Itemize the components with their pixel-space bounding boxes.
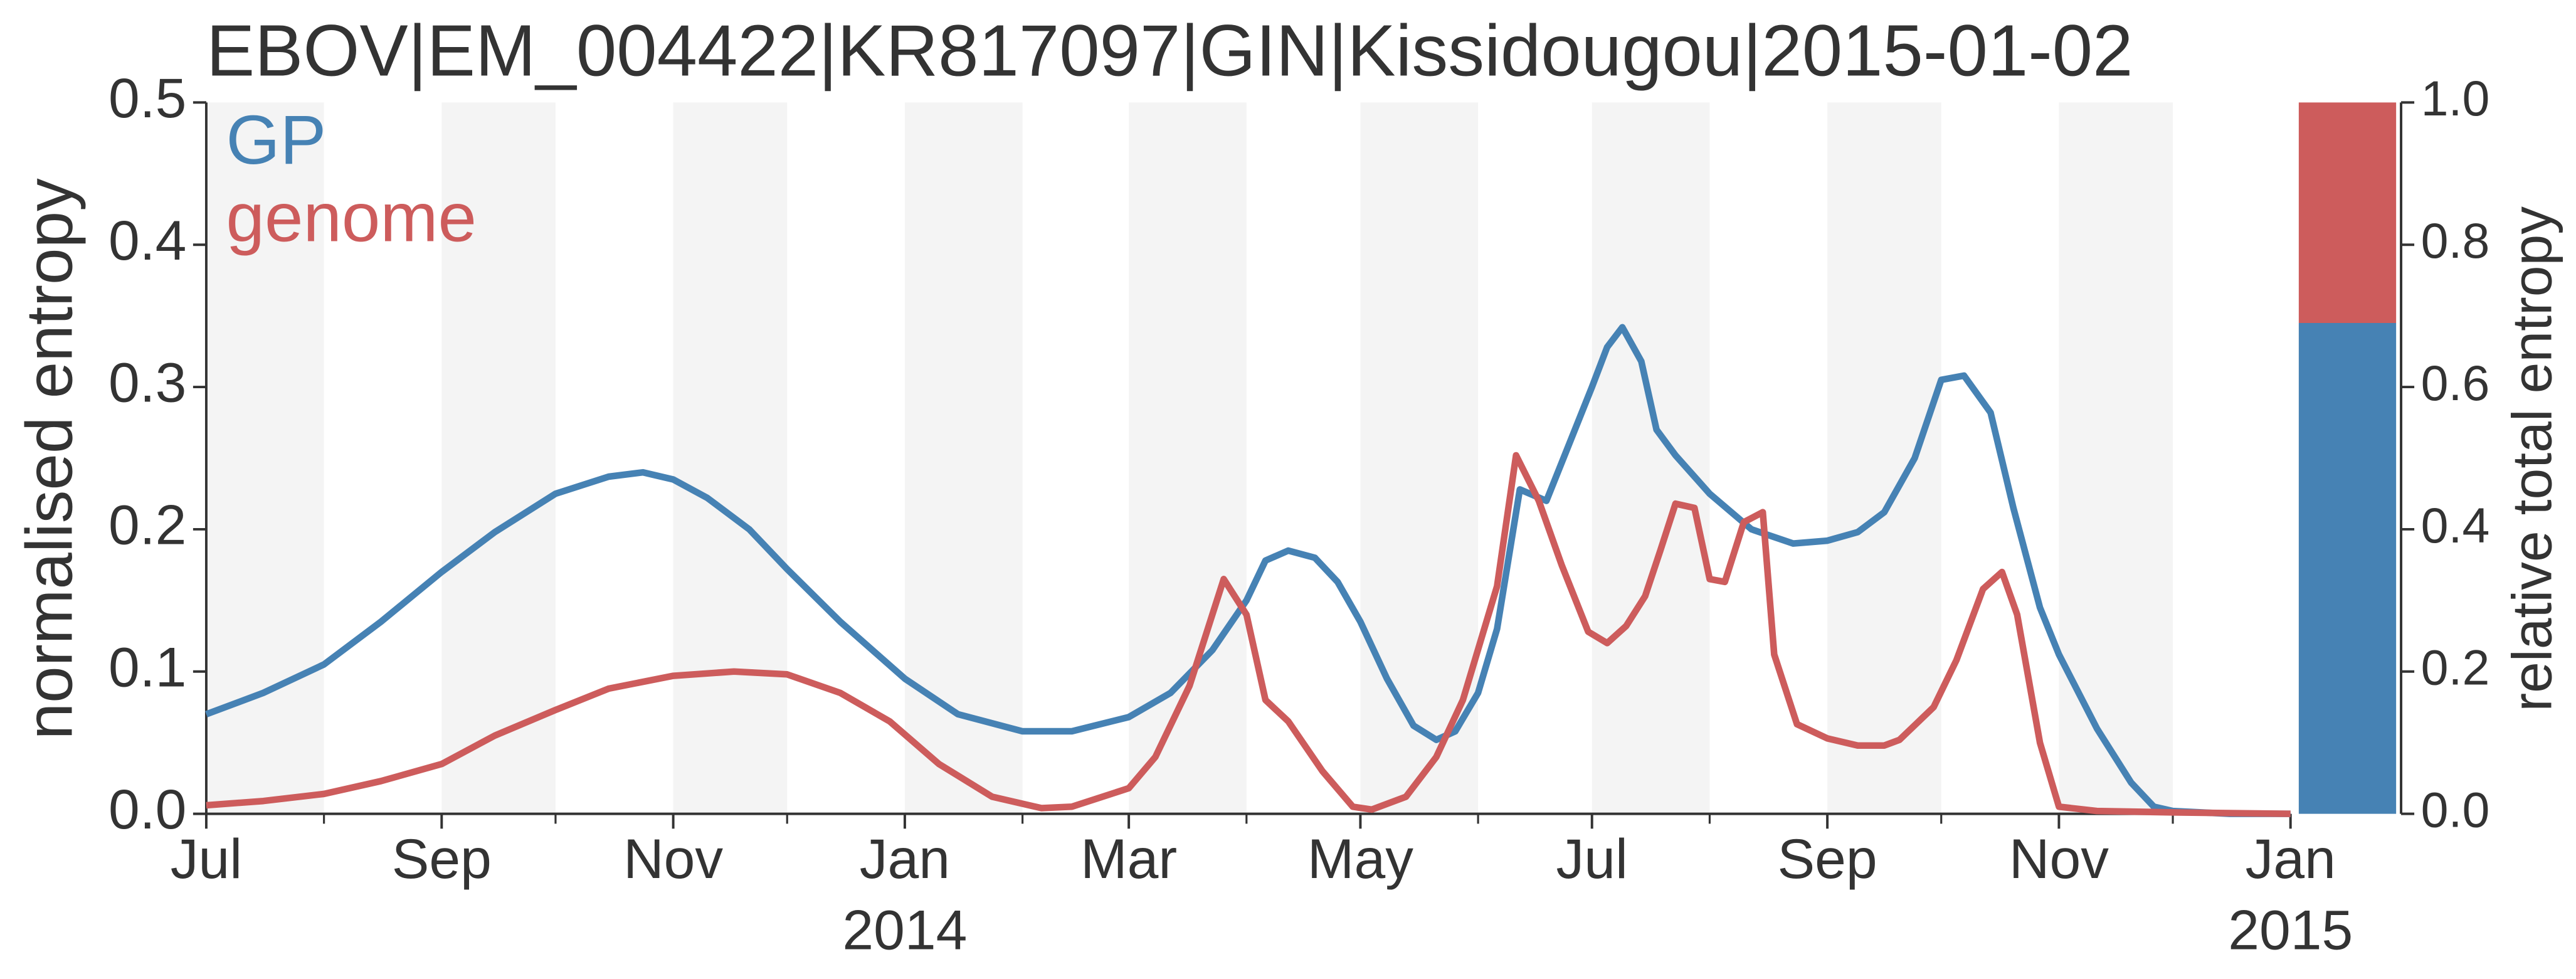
legend-entry: GP — [226, 102, 327, 179]
legend-entry: genome — [226, 179, 477, 257]
x-tick-label: May — [1307, 827, 1413, 890]
series-line — [206, 452, 2291, 817]
month-band — [904, 102, 1023, 814]
month-band — [1592, 102, 1710, 814]
y-axis-label: normalised entropy — [13, 178, 87, 739]
y-tick-label: 0.2 — [108, 494, 186, 556]
chart-title: EBOV|EM_004422|KR817097|GIN|Kissidougou|… — [206, 9, 2133, 91]
y2-tick-label: 0.8 — [2421, 213, 2490, 268]
y2-tick-label: 0.6 — [2421, 356, 2490, 411]
x-tick-label: Nov — [2009, 827, 2109, 890]
x-year-label: 2014 — [842, 898, 967, 961]
x-tick-label: Jul — [171, 827, 242, 890]
x-tick-label: Nov — [623, 827, 723, 890]
month-band — [673, 102, 788, 814]
y2-tick-label: 0.4 — [2421, 498, 2490, 553]
series-line — [205, 324, 2291, 817]
y-tick-label: 0.5 — [108, 66, 186, 129]
y-tick-label: 0.0 — [108, 778, 186, 840]
y2-axis-label: relative total entropy — [2500, 206, 2563, 712]
y-tick-label: 0.1 — [108, 635, 186, 698]
x-tick-label: Sep — [392, 827, 492, 890]
month-band — [1360, 102, 1479, 814]
y2-tick-label: 0.0 — [2421, 782, 2490, 837]
relative-bar — [2298, 322, 2397, 814]
y2-tick-label: 1.0 — [2421, 71, 2490, 126]
relative-bar — [2298, 102, 2397, 323]
month-band — [441, 102, 556, 814]
x-tick-label: Sep — [1778, 827, 1877, 890]
y-tick-label: 0.4 — [108, 209, 186, 272]
x-year-label: 2015 — [2228, 898, 2353, 961]
x-tick-label: Jul — [1556, 827, 1628, 890]
x-tick-label: Jan — [860, 827, 950, 890]
y-tick-label: 0.3 — [108, 351, 186, 414]
month-band — [1827, 102, 1941, 814]
x-tick-label: Jan — [2246, 827, 2336, 890]
month-band — [2059, 102, 2173, 814]
y2-tick-label: 0.2 — [2421, 640, 2490, 696]
x-tick-label: Mar — [1080, 827, 1177, 890]
